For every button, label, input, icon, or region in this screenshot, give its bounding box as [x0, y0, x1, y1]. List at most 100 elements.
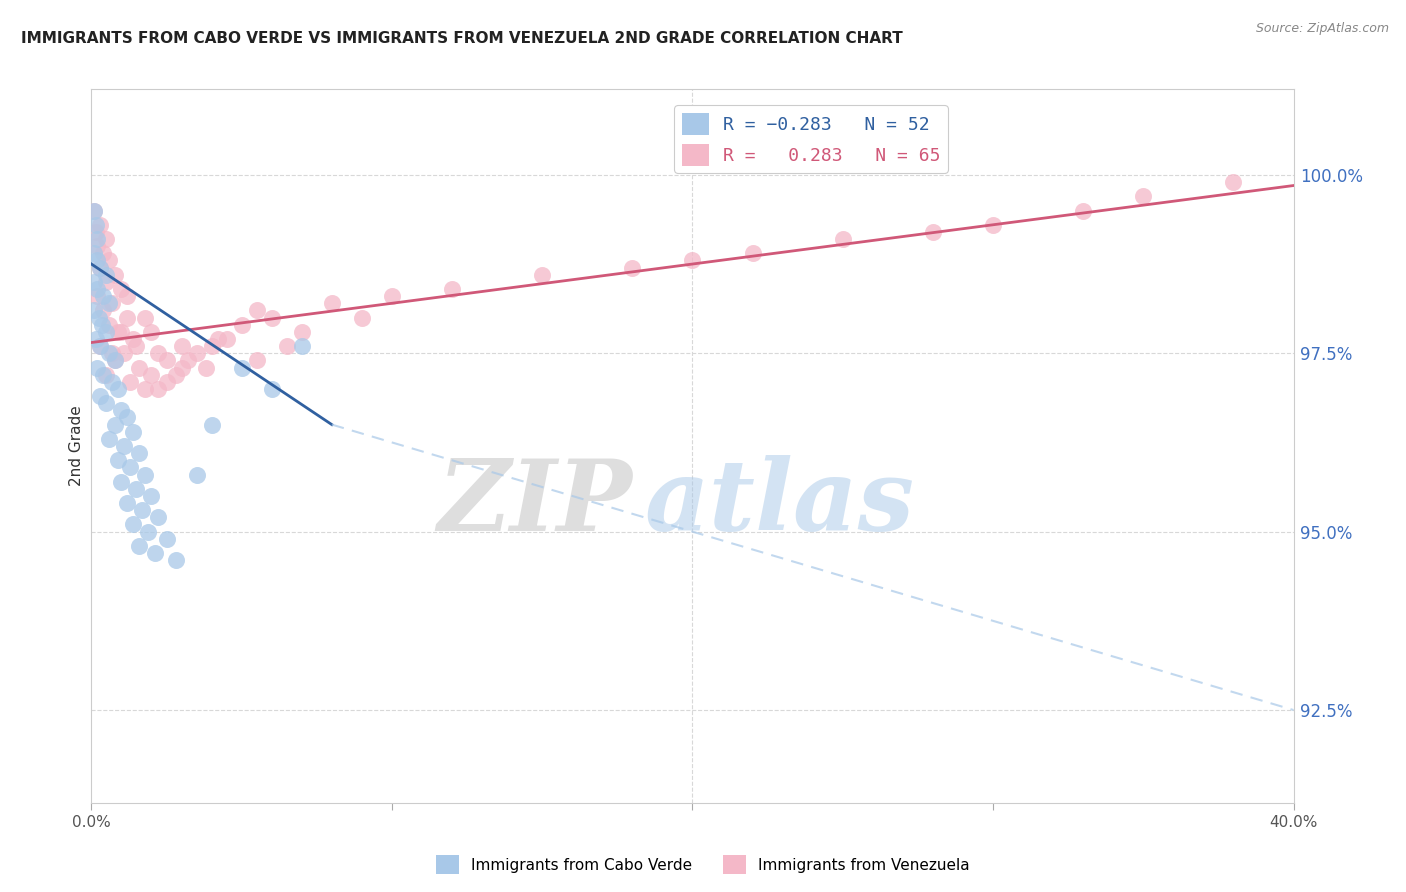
Point [186, 346, 208, 360]
Text: IMMIGRANTS FROM CABO VERDE VS IMMIGRANTS FROM VENEZUELA 2ND GRADE CORRELATION CH: IMMIGRANTS FROM CABO VERDE VS IMMIGRANTS… [21, 31, 903, 46]
Point [120, 460, 142, 475]
Point [201, 417, 224, 432]
Point [350, 310, 373, 325]
Point [165, 368, 187, 382]
Point [83, 246, 105, 260]
Point [741, 246, 763, 260]
Point [114, 439, 136, 453]
Point [170, 339, 193, 353]
Point [231, 318, 253, 332]
Point [89, 260, 111, 275]
Point [134, 467, 156, 482]
Point [89, 218, 111, 232]
Point [146, 346, 169, 360]
Point [86, 239, 108, 253]
Point [104, 417, 127, 432]
Point [621, 260, 644, 275]
Point [114, 346, 136, 360]
Point [96, 368, 118, 382]
Point [98, 253, 121, 268]
Point [93, 246, 115, 260]
Point [260, 310, 283, 325]
Point [84, 332, 107, 346]
Point [117, 289, 139, 303]
Point [291, 339, 314, 353]
Point [83, 275, 105, 289]
Point [89, 260, 111, 275]
Point [101, 375, 124, 389]
Point [89, 339, 111, 353]
Point [141, 489, 163, 503]
Point [176, 353, 198, 368]
Point [146, 510, 169, 524]
Point [531, 268, 554, 282]
Point [186, 467, 208, 482]
Point [93, 368, 115, 382]
Point [131, 503, 153, 517]
Point [321, 296, 343, 310]
Point [155, 353, 177, 368]
Text: ZIP: ZIP [437, 455, 633, 551]
Point [86, 282, 108, 296]
Point [89, 389, 111, 403]
Point [90, 318, 112, 332]
Point [98, 296, 121, 310]
Point [922, 225, 945, 239]
Point [101, 296, 124, 310]
Point [84, 218, 107, 232]
Point [93, 289, 115, 303]
Point [1071, 203, 1094, 218]
Point [110, 282, 132, 296]
Point [207, 332, 229, 346]
Point [110, 325, 132, 339]
Point [104, 268, 127, 282]
Point [1132, 189, 1154, 203]
Point [107, 325, 129, 339]
Point [128, 539, 150, 553]
Point [89, 339, 111, 353]
Point [117, 496, 139, 510]
Point [276, 339, 298, 353]
Point [165, 553, 187, 567]
Point [831, 232, 853, 246]
Text: Source: ZipAtlas.com: Source: ZipAtlas.com [1256, 22, 1389, 36]
Point [246, 353, 269, 368]
Point [122, 425, 145, 439]
Point [128, 360, 150, 375]
Point [96, 396, 118, 410]
Point [107, 382, 129, 396]
Y-axis label: 2nd Grade: 2nd Grade [69, 406, 84, 486]
Legend: Immigrants from Cabo Verde, Immigrants from Venezuela: Immigrants from Cabo Verde, Immigrants f… [430, 849, 976, 880]
Point [194, 360, 217, 375]
Point [141, 325, 163, 339]
Point [110, 475, 132, 489]
Point [246, 303, 269, 318]
Point [104, 353, 127, 368]
Point [96, 325, 118, 339]
Point [86, 253, 108, 268]
Point [86, 360, 108, 375]
Point [1222, 175, 1244, 189]
Point [128, 446, 150, 460]
Point [441, 282, 464, 296]
Point [93, 303, 115, 318]
Point [231, 360, 253, 375]
Point [87, 310, 110, 325]
Point [260, 382, 283, 396]
Point [122, 332, 145, 346]
Point [125, 339, 148, 353]
Point [96, 275, 118, 289]
Point [117, 310, 139, 325]
Point [86, 289, 108, 303]
Point [291, 325, 314, 339]
Point [98, 318, 121, 332]
Legend: R = −0.283   N = 52, R =   0.283   N = 65: R = −0.283 N = 52, R = 0.283 N = 65 [675, 105, 948, 173]
Point [120, 375, 142, 389]
Point [155, 375, 177, 389]
Point [155, 532, 177, 546]
Text: atlas: atlas [644, 455, 914, 551]
Point [143, 546, 166, 560]
Point [170, 360, 193, 375]
Point [83, 303, 105, 318]
Point [215, 332, 238, 346]
